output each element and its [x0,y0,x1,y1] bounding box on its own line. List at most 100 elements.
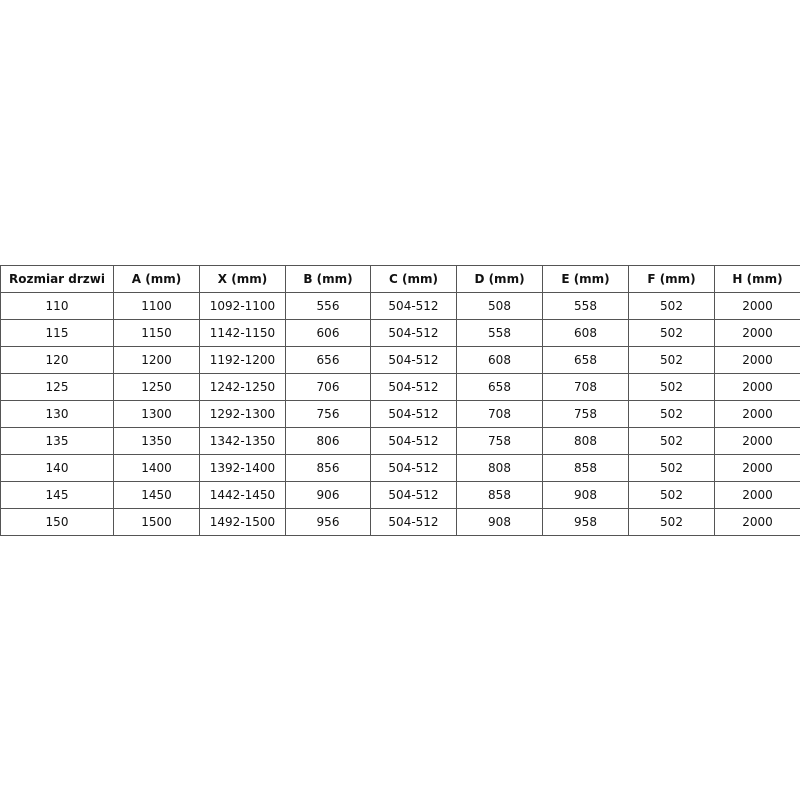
table-cell: 504-512 [370,427,457,455]
table-cell: 1242-1250 [199,373,286,401]
table-cell: 135 [0,427,114,455]
table-row: 150 1500 1492-1500 956 504-512 908 958 502 2000 [0,508,800,536]
table-row: 125 1250 1242-1250 706 504-512 658 708 502 2000 [0,373,800,401]
table-cell: 508 [456,292,543,320]
table-cell: 504-512 [370,346,457,374]
table-cell: 502 [628,508,715,536]
table-cell: 1150 [113,319,200,347]
table-cell: 502 [628,454,715,482]
table-cell: 706 [285,373,371,401]
table-row: 120 1200 1192-1200 656 504-512 608 658 502 2000 [0,346,800,374]
table-cell: 856 [285,454,371,482]
table-cell: 658 [456,373,543,401]
table-cell: 140 [0,454,114,482]
table-cell: 2000 [714,373,800,401]
table-cell: 1392-1400 [199,454,286,482]
table-cell: 608 [542,319,629,347]
table-row: 130 1300 1292-1300 756 504-512 708 758 502 2000 [0,400,800,428]
table-cell: 1250 [113,373,200,401]
table-cell: 858 [542,454,629,482]
table-cell: 1492-1500 [199,508,286,536]
table-cell: 504-512 [370,508,457,536]
table-cell: 2000 [714,508,800,536]
column-header: F (mm) [628,265,715,293]
column-header: B (mm) [285,265,371,293]
table-row: 110 1100 1092-1100 556 504-512 508 558 502 2000 [0,292,800,320]
table-cell: 956 [285,508,371,536]
table-cell: 120 [0,346,114,374]
table-cell: 502 [628,373,715,401]
table-header-row: Rozmiar drzwi A (mm) X (mm) B (mm) C (mm) D (… [0,265,800,293]
table-cell: 504-512 [370,454,457,482]
table-cell: 1100 [113,292,200,320]
table-cell: 708 [456,400,543,428]
table-cell: 2000 [714,346,800,374]
table-cell: 2000 [714,481,800,509]
table-cell: 908 [542,481,629,509]
table-cell: 658 [542,346,629,374]
table-cell: 908 [456,508,543,536]
table-cell: 1450 [113,481,200,509]
table-cell: 502 [628,319,715,347]
table-cell: 502 [628,346,715,374]
table-cell: 808 [542,427,629,455]
table-cell: 2000 [714,454,800,482]
table-cell: 558 [456,319,543,347]
table-cell: 504-512 [370,400,457,428]
table-cell: 1342-1350 [199,427,286,455]
table-cell: 1092-1100 [199,292,286,320]
table-row: 135 1350 1342-1350 806 504-512 758 808 502 2000 [0,427,800,455]
column-header: C (mm) [370,265,457,293]
table-cell: 1300 [113,400,200,428]
table-cell: 502 [628,427,715,455]
table-cell: 758 [456,427,543,455]
column-header: A (mm) [113,265,200,293]
table-cell: 115 [0,319,114,347]
table-cell: 502 [628,481,715,509]
table-cell: 1200 [113,346,200,374]
table-cell: 858 [456,481,543,509]
table-cell: 130 [0,400,114,428]
table-cell: 1400 [113,454,200,482]
table-cell: 606 [285,319,371,347]
column-header: Rozmiar drzwi [0,265,114,293]
table-cell: 1350 [113,427,200,455]
column-header: E (mm) [542,265,629,293]
table-cell: 2000 [714,292,800,320]
table-cell: 504-512 [370,292,457,320]
table-cell: 558 [542,292,629,320]
table-cell: 656 [285,346,371,374]
table-cell: 756 [285,400,371,428]
table-cell: 958 [542,508,629,536]
column-header: D (mm) [456,265,543,293]
table-cell: 1292-1300 [199,400,286,428]
table-cell: 1192-1200 [199,346,286,374]
table-cell: 708 [542,373,629,401]
table-row: 115 1150 1142-1150 606 504-512 558 608 502 2000 [0,319,800,347]
table-cell: 906 [285,481,371,509]
table-cell: 2000 [714,427,800,455]
table-cell: 1142-1150 [199,319,286,347]
table-cell: 504-512 [370,373,457,401]
table-row: 140 1400 1392-1400 856 504-512 808 858 502 2000 [0,454,800,482]
column-header: X (mm) [199,265,286,293]
column-header: H (mm) [714,265,800,293]
table-cell: 1500 [113,508,200,536]
table-cell: 806 [285,427,371,455]
table-cell: 2000 [714,400,800,428]
table-cell: 504-512 [370,319,457,347]
table-cell: 502 [628,292,715,320]
table-row: 145 1450 1442-1450 906 504-512 858 908 502 2000 [0,481,800,509]
table-cell: 504-512 [370,481,457,509]
table-cell: 608 [456,346,543,374]
table-cell: 145 [0,481,114,509]
table-cell: 808 [456,454,543,482]
table-cell: 1442-1450 [199,481,286,509]
table-cell: 556 [285,292,371,320]
table-cell: 2000 [714,319,800,347]
table-body: 110 1100 1092-1100 556 504-512 508 558 502 2000 1… [0,292,800,536]
table-cell: 150 [0,508,114,536]
table-cell: 502 [628,400,715,428]
door-size-table: Rozmiar drzwi A (mm) X (mm) B (mm) C (mm) D (… [0,265,800,536]
table-cell: 125 [0,373,114,401]
